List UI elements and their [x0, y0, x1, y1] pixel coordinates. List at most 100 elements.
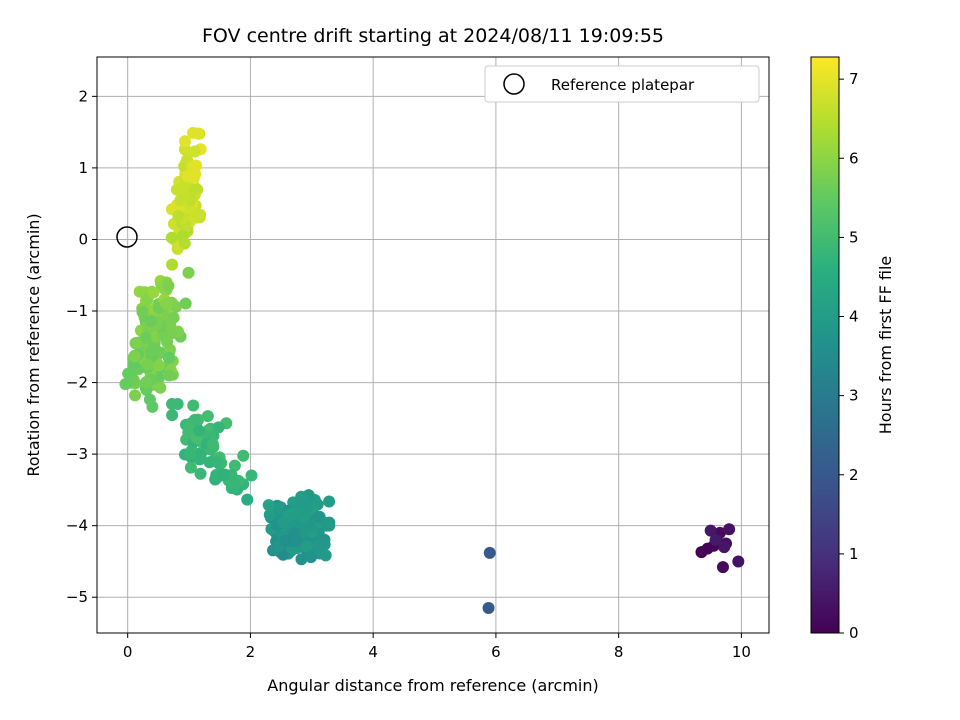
- data-point: [300, 540, 313, 553]
- data-point: [182, 266, 195, 279]
- y-tick-label: −3: [66, 445, 88, 463]
- x-tick-label: 6: [491, 643, 501, 661]
- data-point: [145, 315, 158, 328]
- data-point: [178, 237, 191, 250]
- data-point: [194, 467, 207, 480]
- data-point: [179, 190, 192, 203]
- data-point: [716, 561, 729, 574]
- data-point: [187, 399, 200, 412]
- data-point: [184, 448, 197, 461]
- data-point: [193, 211, 206, 224]
- data-point: [277, 516, 290, 529]
- data-point: [288, 527, 301, 540]
- data-point: [163, 369, 176, 382]
- data-point: [262, 499, 275, 512]
- grid-lines: [97, 57, 769, 633]
- data-point: [732, 555, 745, 568]
- data-point: [165, 231, 178, 244]
- x-tick-label: 8: [614, 643, 624, 661]
- y-tick-label: −5: [66, 588, 88, 606]
- data-point: [188, 145, 201, 158]
- colorbar-tick-label: 4: [849, 308, 859, 326]
- data-point: [153, 359, 166, 372]
- data-point: [172, 209, 185, 222]
- data-point: [207, 429, 220, 442]
- y-tick-label: 2: [78, 87, 88, 105]
- chart-title: FOV centre drift starting at 2024/08/11 …: [202, 25, 664, 47]
- colorbar-tick-label: 6: [849, 149, 859, 167]
- reference-platepar-marker: [116, 226, 138, 248]
- colorbar-tick-label: 5: [849, 228, 859, 246]
- data-point: [241, 493, 254, 506]
- data-point: [166, 258, 179, 271]
- colorbar-ticks: 0 1 2 3 4 5 6 7: [839, 70, 859, 642]
- data-point: [217, 468, 230, 481]
- data-point: [119, 378, 132, 391]
- x-axis-ticks: 0 2 4 6 8 10: [123, 633, 751, 661]
- data-point: [723, 523, 736, 536]
- data-point: [143, 393, 156, 406]
- data-point: [167, 311, 180, 324]
- data-point: [312, 511, 325, 524]
- colorbar-tick-label: 3: [849, 387, 859, 405]
- colorbar-gradient: [810, 56, 840, 634]
- data-point: [129, 336, 142, 349]
- y-axis-label: Rotation from reference (arcmin): [24, 213, 43, 476]
- data-point: [193, 453, 206, 466]
- data-point: [140, 376, 153, 389]
- data-point: [297, 510, 310, 523]
- y-tick-label: −2: [66, 374, 88, 392]
- colorbar-tick-label: 1: [849, 545, 859, 563]
- data-point: [122, 367, 135, 380]
- data-point: [159, 297, 172, 310]
- legend-box: [484, 65, 760, 103]
- data-point: [718, 541, 731, 554]
- data-point: [263, 508, 276, 521]
- data-point: [709, 533, 722, 546]
- y-axis-ticks: −5 −4 −3 −2 −1 0 1 2: [66, 87, 97, 606]
- data-point: [145, 345, 158, 358]
- data-point: [323, 495, 336, 508]
- y-tick-label: −4: [66, 517, 88, 535]
- data-point: [295, 490, 308, 503]
- x-axis-label: Angular distance from reference (arcmin): [267, 676, 598, 695]
- data-point: [162, 279, 175, 292]
- data-point: [201, 410, 214, 423]
- data-point: [237, 449, 250, 462]
- data-point: [182, 426, 195, 439]
- y-tick-label: −1: [66, 302, 88, 320]
- data-point: [482, 601, 495, 614]
- colorbar: 0 1 2 3 4 5 6 7 Hours from first FF file: [810, 56, 895, 642]
- data-point: [162, 351, 175, 364]
- x-tick-label: 0: [123, 643, 133, 661]
- data-points: [119, 126, 745, 614]
- data-point: [704, 524, 717, 537]
- data-point: [279, 534, 292, 547]
- data-point: [191, 127, 204, 140]
- x-tick-label: 4: [368, 643, 378, 661]
- colorbar-tick-label: 7: [849, 70, 859, 88]
- data-point: [166, 409, 179, 422]
- colorbar-tick-label: 2: [849, 466, 859, 484]
- data-point: [206, 438, 219, 451]
- data-point: [129, 389, 142, 402]
- plot-frame: [96, 56, 770, 634]
- data-point: [179, 297, 192, 310]
- data-point: [483, 546, 496, 559]
- data-point: [178, 135, 191, 148]
- data-point: [147, 286, 160, 299]
- data-point: [141, 358, 154, 371]
- legend-marker-reference: [503, 73, 525, 95]
- data-point: [301, 501, 314, 514]
- data-point: [170, 183, 183, 196]
- x-tick-label: 2: [246, 643, 256, 661]
- data-point: [190, 159, 203, 172]
- data-point: [211, 456, 224, 469]
- data-point: [128, 350, 141, 363]
- data-point: [245, 469, 258, 482]
- data-point: [323, 516, 336, 529]
- colorbar-label: Hours from first FF file: [876, 256, 895, 435]
- colorbar-tick-label: 0: [849, 624, 859, 642]
- data-point: [188, 413, 201, 426]
- data-point: [136, 305, 149, 318]
